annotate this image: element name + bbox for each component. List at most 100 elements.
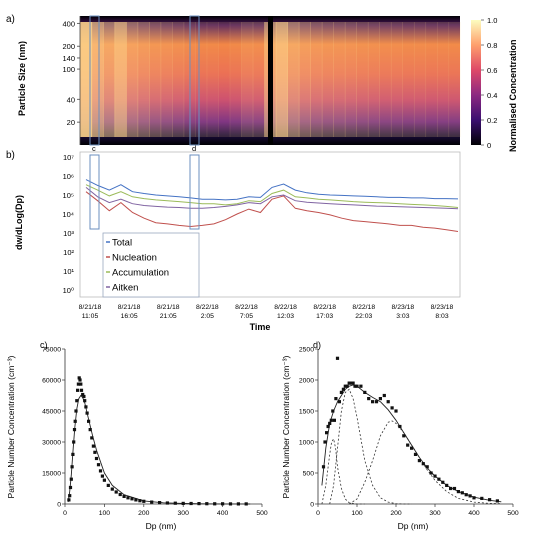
colorbar-tick-label: 0.2 (487, 116, 497, 125)
c-data-point (70, 465, 74, 469)
colorbar: 1.0 0.8 0.6 0.4 0.2 0 (471, 16, 497, 150)
heatmap-column (149, 22, 162, 137)
colorbar-tick-label: 0.8 (487, 41, 497, 50)
heatmap-column (367, 22, 380, 137)
x-tick-label-date: 8/23/18 (392, 304, 415, 311)
c-x-tick-label: 200 (138, 510, 150, 517)
heatmap-column (333, 22, 346, 137)
d-data-point (382, 393, 386, 398)
x-tick-label-time: 22:03 (355, 313, 372, 320)
colorbar-tick-label: 0 (487, 141, 491, 150)
d-data-point (394, 409, 398, 413)
x-axis-label-b: Time (250, 322, 271, 332)
legend-b: Total Nucleation Accumulation Aitken (102, 232, 200, 298)
legend-entry: Aitken (112, 283, 138, 294)
c-data-point (88, 428, 92, 432)
heatmap-column (390, 22, 404, 137)
x-tick-label-date: 8/21/18 (157, 304, 180, 311)
y-tick-label-a: 400 (62, 19, 75, 28)
c-data-point (165, 501, 169, 505)
c-data-point (71, 452, 75, 456)
c-data-point (91, 444, 95, 448)
d-data-point (421, 462, 425, 466)
heatmap-column (241, 22, 254, 137)
heatmap-column (413, 22, 427, 137)
y-axis-label-a: Particle Size (nm) (17, 41, 27, 116)
c-x-tick-label: 0 (63, 510, 67, 517)
c-data-point (189, 501, 193, 506)
y-tick-label-a: 100 (62, 65, 75, 74)
series-line-nucleation (85, 191, 459, 232)
d-x-tick-label: 100 (351, 510, 363, 517)
legend-entry: Total (112, 238, 132, 249)
c-data-point (68, 485, 73, 490)
x-tick-label-time: 8:03 (435, 313, 448, 320)
d-data-point (456, 490, 460, 494)
c-data-point (96, 463, 101, 467)
y-tick-label-a: 140 (62, 54, 75, 63)
panel-b-label: b) (6, 150, 15, 161)
y-tick-label-a: 20 (67, 118, 75, 127)
heatmap-column (195, 22, 208, 137)
d-data-point (464, 493, 468, 497)
c-y-tick-label: 45000 (42, 409, 61, 416)
x-tick-label-date: 8/22/18 (196, 304, 219, 311)
c-y-tick-label: 60000 (42, 378, 61, 385)
colorbar-gradient (471, 20, 481, 145)
d-y-tick-label: 1500 (299, 409, 314, 416)
c-data-point (118, 492, 122, 497)
c-data-point (84, 405, 88, 409)
heatmap-column (379, 22, 392, 137)
highlight-box-d-a (189, 15, 200, 146)
c-y-tick-label: 0 (57, 502, 61, 509)
d-data-point (329, 418, 333, 422)
c-data-point (134, 498, 138, 502)
c-x-tick-label: 300 (178, 510, 190, 517)
x-tick-label-time: 21:05 (160, 313, 177, 320)
c-data-point (67, 498, 71, 502)
panel-c-label: c) (40, 340, 48, 350)
c-data-point (126, 496, 130, 500)
y-tick-label-a: 200 (62, 42, 75, 51)
c-data-point (100, 474, 104, 478)
heatmap-column (80, 22, 93, 137)
highlight-label-d: d (192, 144, 196, 153)
colorbar-tick-label: 0.4 (487, 91, 497, 100)
x-tick-label-time: 16:05 (121, 313, 138, 320)
legend-entry: Nucleation (112, 253, 157, 264)
d-mode-curve-3 (348, 420, 502, 505)
c-data-point (181, 501, 185, 505)
c-y-tick-label: 30000 (42, 440, 61, 447)
d-data-point (413, 452, 418, 456)
panel-d: d) 0 100 200 300 400 50005001000150020002500 … (281, 340, 519, 531)
d-data-point (355, 384, 359, 388)
d-fit-curve (321, 384, 502, 503)
c-data-point (79, 388, 84, 392)
c-data-point (83, 399, 87, 403)
colorbar-tick-label: 0.6 (487, 66, 497, 75)
c-data-point (74, 409, 78, 413)
d-mode-curve-2 (329, 388, 412, 505)
c-y-tick-label: 75000 (42, 347, 61, 354)
x-tick-label-date: 8/22/18 (274, 304, 297, 311)
x-tick-label-date: 8/21/18 (79, 304, 102, 311)
heatmap-column (126, 22, 139, 137)
c-data-point (75, 399, 79, 403)
d-data-point (321, 465, 326, 469)
heatmap-column (91, 22, 104, 137)
legend-entry: Accumulation (112, 268, 169, 279)
d-x-tick-label: 400 (468, 510, 480, 517)
y-tick-label-b: 10⁰ (63, 286, 74, 295)
heatmap-column (448, 22, 461, 137)
d-x-tick-label: 300 (429, 510, 441, 517)
d-data-point (437, 477, 441, 481)
highlight-box-c-a (89, 15, 100, 146)
d-data-point (429, 471, 433, 475)
c-data-point (76, 388, 80, 392)
panel-a-label: a) (6, 14, 15, 25)
heatmap-column (172, 22, 185, 137)
heatmap-column (218, 22, 231, 137)
x-tick-label-time: 11:05 (82, 313, 99, 320)
legend-box (102, 232, 200, 298)
